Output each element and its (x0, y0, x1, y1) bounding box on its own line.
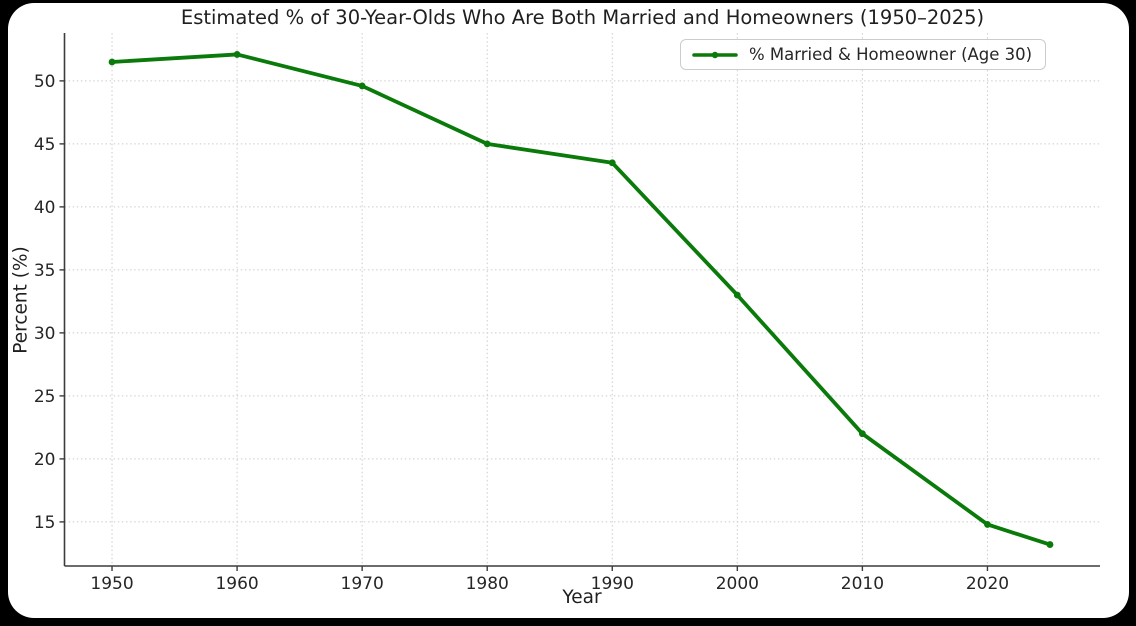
data-point-marker (608, 159, 616, 167)
y-tick-label: 45 (34, 135, 56, 155)
y-tick-label: 35 (34, 261, 56, 281)
data-point-marker (984, 521, 991, 528)
line-chart-plot-area: 1950 1960 1970 1980 1990 2000 2010 202015202530… (34, 33, 1100, 594)
data-point-marker (858, 430, 866, 438)
y-tick-label: 20 (34, 450, 56, 470)
y-tick-label: 40 (34, 198, 56, 218)
x-tick-label: 2010 (841, 574, 884, 594)
data-line (110, 52, 1052, 547)
x-axis-label: Year (562, 587, 602, 608)
y-tick-label: 15 (34, 513, 56, 533)
data-point-marker (733, 291, 741, 299)
data-point-marker (108, 58, 116, 66)
legend-line-sample (692, 51, 738, 58)
y-tick-label: 30 (34, 324, 56, 344)
legend: % Married & Homeowner (Age 30) (680, 39, 1047, 70)
data-point-marker (233, 51, 241, 58)
data-point-marker (358, 82, 366, 90)
chart-title: Estimated % of 30-Year-Olds Who Are Both… (180, 6, 985, 29)
x-tick-label: 2020 (966, 574, 1009, 594)
figure-canvas: Estimated % of 30-Year-Olds Who Are Both… (8, 3, 1129, 618)
x-tick-label: 2000 (716, 574, 759, 594)
x-tick-label: 1970 (341, 574, 384, 594)
data-point-marker (483, 140, 491, 148)
x-tick-label: 1950 (90, 574, 133, 594)
x-tick-label: 1980 (466, 574, 509, 594)
data-point-marker (1046, 541, 1054, 548)
y-tick-label: 50 (34, 72, 56, 92)
y-tick-label: 25 (34, 387, 56, 407)
y-axis-label: Percent (%) (10, 246, 32, 354)
legend-label: % Married & Homeowner (Age 30) (749, 45, 1033, 64)
x-tick-label: 1960 (215, 574, 258, 594)
